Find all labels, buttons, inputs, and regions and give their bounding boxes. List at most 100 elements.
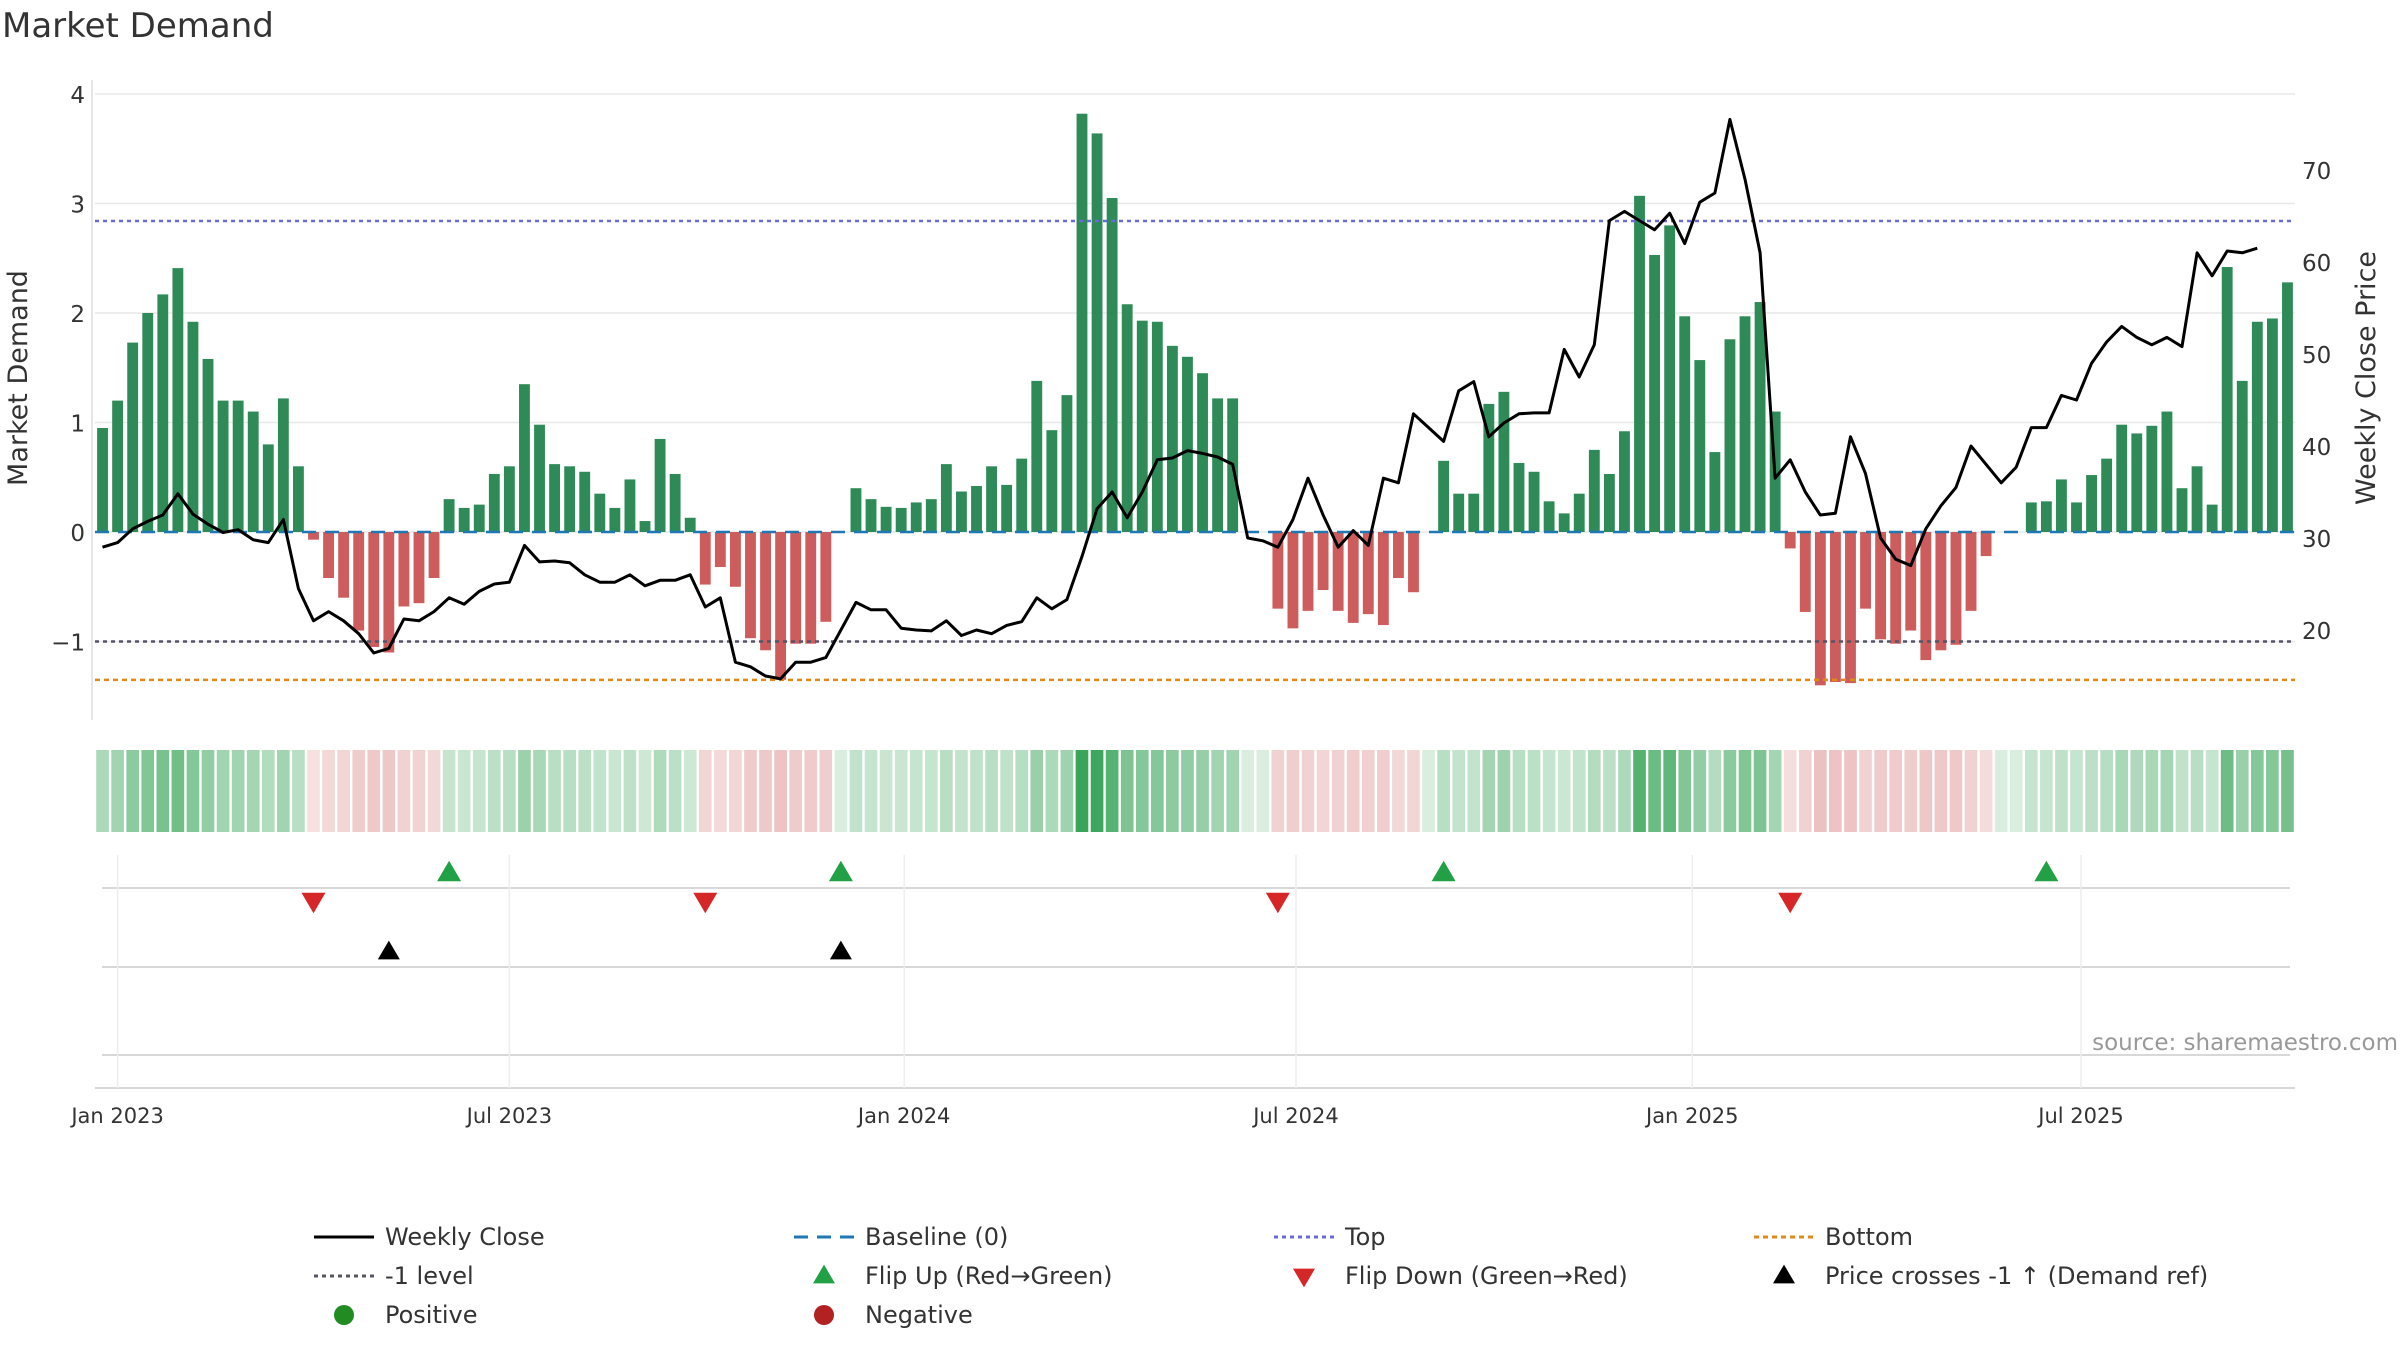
flip-up-marker [437, 860, 462, 882]
heat-cell [322, 750, 335, 832]
heat-cell [593, 750, 607, 832]
demand-bar [1061, 395, 1073, 532]
demand-bar [1182, 356, 1193, 532]
x-tick-label: Jan 2024 [856, 1104, 951, 1128]
heat-cell [1512, 750, 1526, 832]
heat-cell [1392, 750, 1405, 832]
heat-cell [412, 750, 426, 832]
price-layer [102, 117, 2258, 681]
demand-bar [1829, 532, 1841, 683]
demand-bar [2025, 502, 2037, 532]
demand-bar [1498, 391, 1510, 532]
heat-cell [352, 750, 366, 832]
heat-cell [2100, 750, 2113, 832]
y-right-tick-label: 70 [2302, 159, 2331, 185]
heat-cell [1241, 750, 1255, 832]
heat-cell [1663, 750, 1676, 832]
demand-bar [398, 532, 410, 607]
heat-cell [1196, 750, 1209, 832]
demand-bar [172, 268, 184, 532]
legend-label: Negative [865, 1301, 973, 1329]
heat-cell [668, 750, 682, 832]
heat-cell [1135, 750, 1149, 832]
heat-cell [487, 750, 501, 832]
demand-bar [745, 532, 756, 639]
demand-bar [1362, 532, 1374, 615]
heat-cell [1618, 750, 1631, 832]
legend-label: Price crosses -1 ↑ (Demand ref) [1825, 1262, 2208, 1290]
demand-bar [1031, 380, 1043, 532]
demand-bar [714, 532, 726, 568]
demand-bar [2251, 321, 2263, 532]
heat-cell [729, 750, 742, 832]
heat-cell [1015, 750, 1029, 832]
heat-cell [1979, 750, 1993, 832]
heat-cell [985, 750, 998, 832]
heat-cell [111, 750, 124, 832]
demand-bar [594, 493, 606, 532]
demand-bar [1694, 360, 1706, 532]
heat-cell [1557, 750, 1571, 832]
y-left-tick-label: 3 [70, 193, 85, 219]
legend-label: Flip Up (Red→Green) [865, 1262, 1113, 1290]
demand-bar [503, 466, 515, 532]
x-axis: Jan 2023 Jul 2023 Jan 2024 Jul 2024 Jan 2025… [69, 855, 2124, 1128]
y-left-tick-label: −1 [51, 631, 85, 657]
y-left-tick-label: 1 [70, 412, 85, 438]
legend-item: -1 level [314, 1262, 474, 1290]
demand-bar [684, 517, 696, 532]
heat-cell [2220, 750, 2234, 832]
heat-cell [1949, 750, 1963, 832]
heat-cell [970, 750, 983, 832]
heat-cell [1678, 750, 1692, 832]
legend: Weekly Close Baseline (0) Top Bottom -1 leve… [314, 1223, 2208, 1329]
demand-bar [247, 411, 259, 532]
demand-bar [1920, 532, 1932, 661]
legend-item: Positive [334, 1301, 478, 1329]
heat-cell [1045, 750, 1059, 832]
demand-bar [1634, 195, 1645, 532]
legend-item: Negative [814, 1301, 973, 1329]
heat-cell [1090, 750, 1104, 832]
x-tick-label: Jul 2025 [2036, 1104, 2123, 1128]
demand-bar [895, 507, 907, 532]
heat-cell [834, 750, 848, 832]
demand-bar [669, 473, 681, 532]
legend-swatch-price-cross [1773, 1264, 1795, 1284]
demand-bar [473, 504, 485, 532]
demand-bar [187, 321, 199, 532]
heat-cell [924, 750, 938, 832]
demand-bar [880, 506, 892, 532]
demand-bar [413, 532, 425, 604]
heat-cell [1919, 750, 1933, 832]
demand-bar [2146, 425, 2158, 532]
heat-cell [1256, 750, 1270, 832]
demand-bar [1016, 458, 1028, 532]
heat-cell [638, 750, 652, 832]
demand-bar [308, 532, 319, 540]
demand-bar [2101, 458, 2113, 532]
heat-cell [2175, 750, 2189, 832]
y-right-tick-label: 40 [2302, 435, 2331, 461]
heat-cell [2085, 750, 2098, 832]
heat-cell [1377, 750, 1390, 832]
demand-bar [488, 473, 500, 532]
heat-cell [156, 750, 170, 832]
heat-cell [1301, 750, 1315, 832]
demand-bar [428, 532, 440, 578]
y-left-tick-label: 4 [70, 83, 85, 109]
demand-bar [1799, 532, 1811, 612]
heat-cell [1075, 750, 1089, 832]
demand-bar [1875, 532, 1887, 640]
demand-bar [1001, 484, 1013, 532]
heat-cell [171, 750, 185, 832]
heat-cell [1994, 750, 2008, 832]
demand-bar [1784, 532, 1796, 549]
heat-cell [849, 750, 863, 832]
heat-cell [1316, 750, 1330, 832]
demand-bar [986, 466, 997, 532]
axes-layer: −1 0 1 2 3 4 20 30 40 50 60 70 [51, 80, 2331, 720]
heat-cell [186, 750, 200, 832]
demand-bar [262, 444, 274, 532]
legend-label: Top [1344, 1223, 1386, 1251]
